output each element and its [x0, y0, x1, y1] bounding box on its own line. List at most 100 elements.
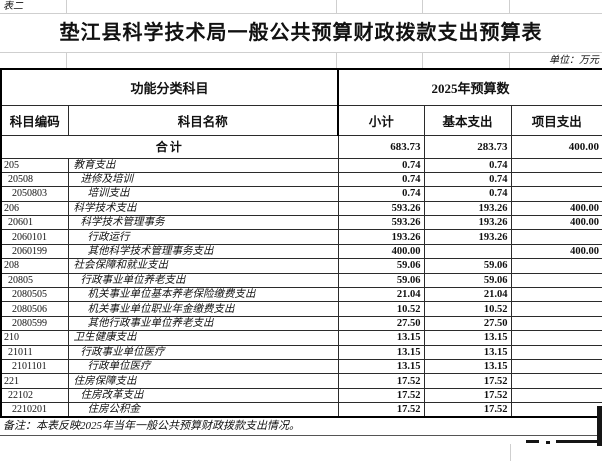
grid-line — [510, 444, 511, 461]
table-row: 2080505 机关事业单位基本养老保险缴费支出 21.04 21.04 — [0, 287, 602, 303]
project-expenditure-cell — [510, 387, 602, 404]
subject-name-cell: 住房保障支出 — [67, 373, 339, 389]
table-row: 2101101 行政单位医疗 13.15 13.15 — [0, 358, 602, 375]
table-number-label: 表二 — [0, 0, 67, 13]
total-project-cell: 400.00 — [510, 134, 602, 159]
table-row: 2210201 住房公积金 17.52 17.52 — [0, 402, 602, 418]
project-expenditure-cell: 400.00 — [510, 215, 602, 231]
subtotal-cell: 593.26 — [337, 200, 425, 217]
project-expenditure-cell — [510, 272, 602, 289]
basic-expenditure-cell: 0.74 — [423, 186, 512, 202]
subject-code-cell: 20805 — [0, 272, 69, 289]
title-row: 垫江县科学技术局一般公共预算财政拨款支出预算表 — [0, 14, 602, 52]
project-expenditure-cell — [510, 344, 602, 360]
project-expenditure-cell — [510, 157, 602, 173]
subtotal-cell: 593.26 — [337, 215, 425, 231]
subject-name-cell: 住房公积金 — [67, 402, 339, 418]
grid-cell: 单位：万元 — [510, 53, 602, 68]
basic-expenditure-cell: 21.04 — [423, 287, 512, 303]
basic-expenditure-cell: 10.52 — [423, 301, 512, 317]
grid-cell — [423, 0, 510, 13]
subject-name-cell: 其他行政事业单位养老支出 — [67, 315, 339, 332]
subject-name-cell: 培训支出 — [67, 186, 339, 202]
scan-artifact — [597, 406, 602, 446]
table-row: 20805 行政事业单位养老支出 59.06 59.06 — [0, 272, 602, 289]
subject-name-cell: 行政事业单位养老支出 — [67, 272, 339, 289]
subject-code-cell: 2080506 — [0, 301, 69, 317]
header-budget-2025: 2025年预算数 — [337, 68, 602, 106]
col-header-subject-name: 科目名称 — [67, 104, 339, 136]
subtotal-cell: 21.04 — [337, 287, 425, 303]
unit-label: 单位：万元 — [549, 55, 599, 66]
basic-expenditure-cell: 0.74 — [423, 171, 512, 188]
basic-expenditure-cell: 13.15 — [423, 344, 512, 360]
basic-expenditure-cell: 17.52 — [423, 402, 512, 418]
project-expenditure-cell — [510, 358, 602, 375]
subtotal-cell: 17.52 — [337, 402, 425, 418]
subject-code-cell: 20601 — [0, 215, 69, 231]
project-expenditure-cell — [510, 287, 602, 303]
subject-code-cell: 2050803 — [0, 186, 69, 202]
grid-cell — [337, 0, 423, 13]
subtotal-cell: 59.06 — [337, 258, 425, 274]
table-row: 2080599 其他行政事业单位养老支出 27.50 27.50 — [0, 315, 602, 332]
budget-table: 功能分类科目 2025年预算数 科目编码 科目名称 小计 基本支出 项目支出 合… — [0, 68, 602, 419]
subject-code-cell: 208 — [0, 258, 69, 274]
project-expenditure-cell — [510, 301, 602, 317]
subject-name-cell: 社会保障和就业支出 — [67, 258, 339, 274]
subtotal-cell: 17.52 — [337, 387, 425, 404]
subject-name-cell: 机关事业单位基本养老保险缴费支出 — [67, 287, 339, 303]
subtotal-cell: 0.74 — [337, 186, 425, 202]
basic-expenditure-cell: 193.26 — [423, 229, 512, 245]
basic-expenditure-cell: 17.52 — [423, 387, 512, 404]
table-row: 2080506 机关事业单位职业年金缴费支出 10.52 10.52 — [0, 301, 602, 317]
project-expenditure-cell — [510, 229, 602, 245]
col-header-subtotal: 小计 — [337, 104, 425, 136]
total-row: 合计 683.73 283.73 400.00 — [0, 134, 602, 159]
project-expenditure-cell — [510, 258, 602, 274]
subtotal-cell: 400.00 — [337, 243, 425, 260]
subtotal-cell: 10.52 — [337, 301, 425, 317]
subject-code-cell: 20508 — [0, 171, 69, 188]
subject-name-cell: 行政事业单位医疗 — [67, 344, 339, 360]
table-row: 206 科学技术支出 593.26 193.26 400.00 — [0, 200, 602, 217]
subject-name-cell: 其他科学技术管理事务支出 — [67, 243, 339, 260]
col-header-project-expenditure: 项目支出 — [510, 104, 602, 136]
grid-cell — [337, 53, 423, 68]
column-header-row: 科目编码 科目名称 小计 基本支出 项目支出 — [0, 104, 602, 136]
project-expenditure-cell — [510, 186, 602, 202]
basic-expenditure-cell: 13.15 — [423, 330, 512, 346]
subject-code-cell: 221 — [0, 373, 69, 389]
top-grid-strip: 表二 — [0, 0, 602, 14]
basic-expenditure-cell: 59.06 — [423, 272, 512, 289]
table-row: 21011 行政事业单位医疗 13.15 13.15 — [0, 344, 602, 360]
col-header-basic-expenditure: 基本支出 — [423, 104, 512, 136]
basic-expenditure-cell: 193.26 — [423, 200, 512, 217]
table-row: 2060199 其他科学技术管理事务支出 400.00 400.00 — [0, 243, 602, 260]
scan-artifact — [556, 440, 602, 443]
project-expenditure-cell — [510, 402, 602, 418]
basic-expenditure-cell: 13.15 — [423, 358, 512, 375]
subject-code-cell: 21011 — [0, 344, 69, 360]
table-row: 221 住房保障支出 17.52 17.52 — [0, 373, 602, 389]
grid-cell — [423, 53, 510, 68]
subtotal-cell: 0.74 — [337, 157, 425, 173]
subject-code-cell: 210 — [0, 330, 69, 346]
subtotal-cell: 59.06 — [337, 272, 425, 289]
footer-note: 备注：本表反映2025年当年一般公共预算财政拨款支出情况。 — [0, 418, 602, 437]
grid-cell — [67, 0, 337, 13]
basic-expenditure-cell: 17.52 — [423, 373, 512, 389]
subject-name-cell: 行政运行 — [67, 229, 339, 245]
subject-name-cell: 科学技术管理事务 — [67, 215, 339, 231]
page-title: 垫江县科学技术局一般公共预算财政拨款支出预算表 — [59, 22, 543, 44]
scan-artifact — [546, 441, 550, 444]
project-expenditure-cell — [510, 315, 602, 332]
table-row: 210 卫生健康支出 13.15 13.15 — [0, 330, 602, 346]
grid-cell — [67, 53, 337, 68]
subtotal-cell: 27.50 — [337, 315, 425, 332]
total-basic-cell: 283.73 — [423, 134, 512, 159]
subject-code-cell: 2080505 — [0, 287, 69, 303]
subject-name-cell: 卫生健康支出 — [67, 330, 339, 346]
scan-artifact — [526, 440, 539, 443]
grid-cell — [0, 53, 67, 68]
